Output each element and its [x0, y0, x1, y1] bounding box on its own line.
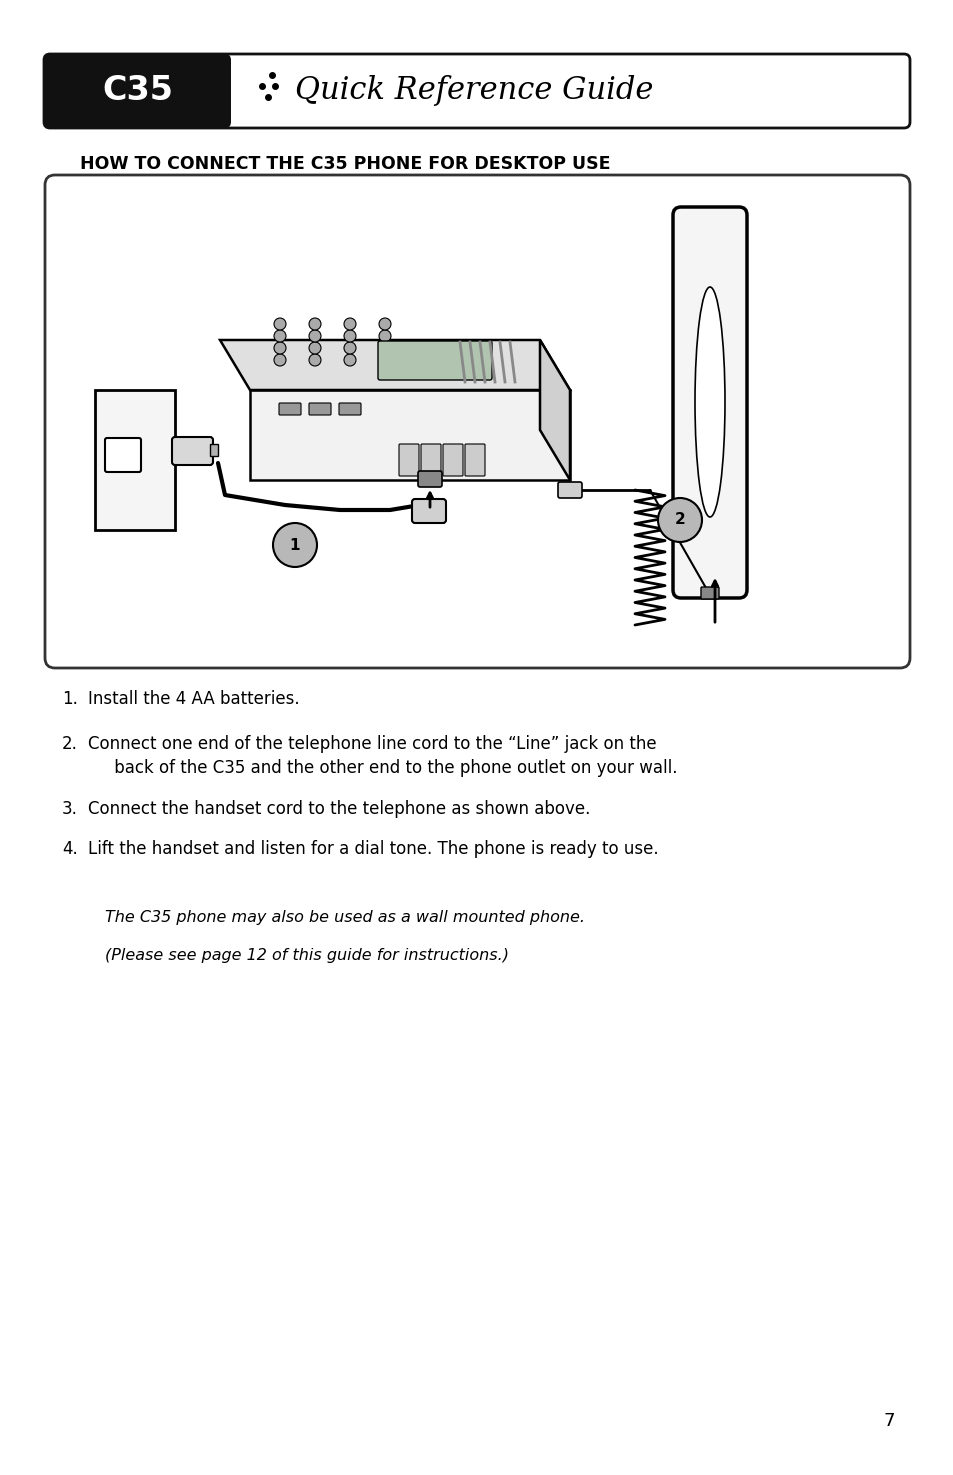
Circle shape — [274, 319, 286, 330]
FancyBboxPatch shape — [700, 587, 719, 599]
Circle shape — [344, 319, 355, 330]
Text: 4.: 4. — [62, 839, 78, 858]
Circle shape — [378, 354, 391, 366]
Circle shape — [658, 499, 701, 541]
Circle shape — [274, 342, 286, 354]
FancyBboxPatch shape — [44, 55, 909, 128]
Text: 3.: 3. — [62, 799, 78, 819]
FancyBboxPatch shape — [398, 444, 418, 476]
Circle shape — [309, 354, 320, 366]
Circle shape — [274, 330, 286, 342]
FancyBboxPatch shape — [464, 444, 484, 476]
Text: 7: 7 — [882, 1412, 894, 1429]
Bar — [95, 389, 174, 530]
Circle shape — [309, 342, 320, 354]
Circle shape — [378, 342, 391, 354]
FancyBboxPatch shape — [417, 471, 441, 487]
FancyBboxPatch shape — [412, 499, 446, 524]
Text: 1: 1 — [290, 537, 300, 553]
Circle shape — [378, 319, 391, 330]
FancyBboxPatch shape — [672, 207, 746, 597]
Text: The C35 phone may also be used as a wall mounted phone.: The C35 phone may also be used as a wall… — [105, 910, 584, 925]
Circle shape — [344, 354, 355, 366]
Polygon shape — [250, 389, 569, 479]
FancyBboxPatch shape — [45, 176, 909, 668]
Text: HOW TO CONNECT THE C35 PHONE FOR DESKTOP USE: HOW TO CONNECT THE C35 PHONE FOR DESKTOP… — [80, 155, 610, 173]
FancyBboxPatch shape — [278, 403, 301, 414]
Bar — [210, 444, 218, 456]
Text: (Please see page 12 of this guide for instructions.): (Please see page 12 of this guide for in… — [105, 948, 509, 963]
Text: Connect the handset cord to the telephone as shown above.: Connect the handset cord to the telephon… — [88, 799, 590, 819]
FancyBboxPatch shape — [338, 403, 360, 414]
Circle shape — [274, 354, 286, 366]
FancyBboxPatch shape — [172, 437, 213, 465]
Circle shape — [378, 330, 391, 342]
FancyBboxPatch shape — [44, 55, 231, 128]
Text: 1.: 1. — [62, 690, 78, 708]
Circle shape — [309, 330, 320, 342]
FancyBboxPatch shape — [442, 444, 462, 476]
Ellipse shape — [695, 288, 724, 518]
Circle shape — [344, 330, 355, 342]
FancyBboxPatch shape — [377, 341, 492, 381]
Text: C35: C35 — [102, 75, 172, 108]
Text: 2.: 2. — [62, 735, 78, 754]
Polygon shape — [539, 341, 569, 479]
FancyBboxPatch shape — [558, 482, 581, 499]
Text: Connect one end of the telephone line cord to the “Line” jack on the
     back o: Connect one end of the telephone line co… — [88, 735, 677, 777]
FancyBboxPatch shape — [309, 403, 331, 414]
FancyBboxPatch shape — [105, 438, 141, 472]
Bar — [205, 60, 225, 122]
Text: Lift the handset and listen for a dial tone. The phone is ready to use.: Lift the handset and listen for a dial t… — [88, 839, 658, 858]
Text: 2: 2 — [674, 512, 684, 528]
Text: Quick Reference Guide: Quick Reference Guide — [294, 75, 653, 106]
Circle shape — [309, 319, 320, 330]
Circle shape — [344, 342, 355, 354]
Circle shape — [273, 524, 316, 566]
Text: Install the 4 AA batteries.: Install the 4 AA batteries. — [88, 690, 299, 708]
FancyBboxPatch shape — [420, 444, 440, 476]
Polygon shape — [220, 341, 569, 389]
